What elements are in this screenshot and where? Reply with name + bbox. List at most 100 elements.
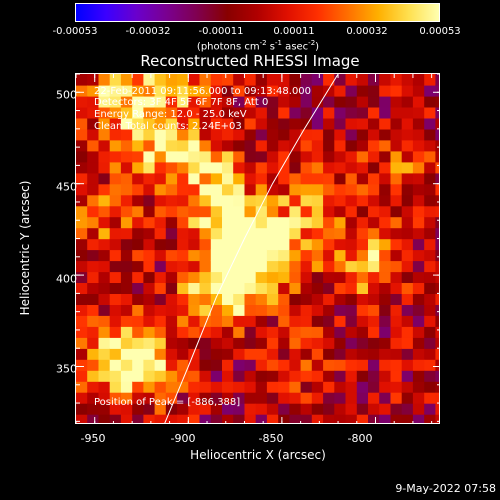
- heatmap-cell: [143, 370, 156, 382]
- heatmap-cell: [76, 183, 88, 196]
- heatmap-cell: [199, 414, 212, 423]
- heatmap-cell: [98, 106, 111, 119]
- heatmap-cell: [368, 161, 380, 174]
- heatmap-cell: [334, 337, 347, 349]
- heatmap-cell: [435, 348, 439, 360]
- heatmap-cell: [412, 337, 425, 349]
- heatmap-cell: [154, 194, 167, 207]
- heatmap-cell: [323, 74, 335, 86]
- heatmap-cell: [244, 403, 257, 415]
- heatmap-cell: [244, 95, 257, 108]
- heatmap-cell: [154, 205, 167, 218]
- heatmap-cell: [266, 293, 279, 305]
- heatmap-cell: [368, 216, 380, 229]
- heatmap-cell: [177, 326, 189, 338]
- heatmap-cell: [244, 117, 257, 130]
- heatmap-cell: [87, 304, 99, 316]
- heatmap-cell: [435, 271, 439, 283]
- heatmap-cell: [266, 403, 279, 415]
- heatmap-cell: [412, 348, 425, 360]
- heatmap-cell: [109, 326, 122, 338]
- heatmap-cell: [177, 150, 189, 163]
- heatmap-cell: [109, 74, 122, 86]
- heatmap-cell: [311, 271, 324, 283]
- heatmap-cell: [244, 337, 257, 349]
- heatmap-cell: [120, 85, 133, 97]
- heatmap-cell: [76, 238, 88, 251]
- heatmap-cell: [98, 183, 111, 196]
- heatmap-cell: [424, 150, 436, 163]
- heatmap-cell: [412, 403, 425, 415]
- heatmap-cell: [76, 293, 88, 305]
- heatmap-cell: [165, 117, 178, 130]
- heatmap-cell: [177, 227, 189, 240]
- heatmap-cell: [109, 106, 122, 119]
- heatmap-cell: [210, 403, 223, 415]
- heatmap-cell: [289, 150, 302, 163]
- heatmap-cell: [345, 381, 358, 393]
- heatmap-cell: [368, 304, 380, 316]
- heatmap-cell: [345, 139, 358, 152]
- heatmap-cell: [244, 128, 257, 141]
- heatmap-cell: [334, 359, 347, 371]
- heatmap-cell: [120, 260, 133, 273]
- heatmap-cell: [424, 227, 436, 240]
- heatmap-cell: [424, 74, 436, 86]
- heatmap-cell: [356, 293, 369, 305]
- heatmap-cell: [143, 227, 156, 240]
- heatmap-cell: [345, 304, 358, 316]
- heatmap-cell: [154, 370, 167, 382]
- heatmap-cell: [87, 414, 99, 423]
- heatmap-cell: [311, 315, 324, 327]
- heatmap-cell: [379, 128, 391, 141]
- heatmap-cell: [233, 216, 245, 229]
- heatmap-cell: [266, 359, 279, 371]
- heatmap-cell: [154, 172, 167, 185]
- heatmap-cell: [233, 172, 245, 185]
- heatmap-cell: [222, 139, 234, 152]
- heatmap-cell: [311, 85, 324, 97]
- heatmap-cell: [188, 359, 201, 371]
- heatmap-cell: [76, 381, 88, 393]
- heatmap-cell: [368, 293, 380, 305]
- heatmap-cell: [109, 150, 122, 163]
- heatmap-cell: [188, 370, 201, 382]
- heatmap-cell: [435, 172, 439, 185]
- heatmap-cell: [210, 183, 223, 196]
- heatmap-cell: [165, 249, 178, 262]
- heatmap-cell: [356, 216, 369, 229]
- heatmap-cell: [199, 117, 212, 130]
- heatmap-cell: [222, 161, 234, 174]
- heatmap-cell: [255, 227, 268, 240]
- heatmap-cell: [165, 392, 178, 404]
- heatmap-cell: [424, 106, 436, 119]
- heatmap-cell: [154, 326, 167, 338]
- heatmap-cell: [188, 238, 201, 251]
- heatmap-cell: [435, 282, 439, 294]
- heatmap-cell: [334, 315, 347, 327]
- heatmap-cell: [244, 282, 257, 294]
- heatmap-cell: [109, 85, 122, 97]
- heatmap-cell: [87, 150, 99, 163]
- heatmap-cell: [87, 161, 99, 174]
- heatmap-cell: [233, 106, 245, 119]
- heatmap-cell: [412, 85, 425, 97]
- heatmap-cell: [233, 183, 245, 196]
- heatmap-cell: [278, 227, 290, 240]
- heatmap-cell: [143, 150, 156, 163]
- y-tick-label: 350: [56, 362, 77, 376]
- heatmap-cell: [323, 370, 335, 382]
- heatmap-cell: [379, 403, 391, 415]
- heatmap-cell: [266, 260, 279, 273]
- heatmap-cell: [278, 183, 290, 196]
- heatmap-cell: [188, 315, 201, 327]
- heatmap-cell: [165, 172, 178, 185]
- heatmap-cell: [76, 370, 88, 382]
- heatmap-cell: [154, 359, 167, 371]
- heatmap-cell: [154, 150, 167, 163]
- heatmap-cell: [109, 392, 122, 404]
- heatmap-cell: [165, 293, 178, 305]
- heatmap-cell: [177, 315, 189, 327]
- heatmap-cell: [435, 183, 439, 196]
- heatmap-cell: [120, 326, 133, 338]
